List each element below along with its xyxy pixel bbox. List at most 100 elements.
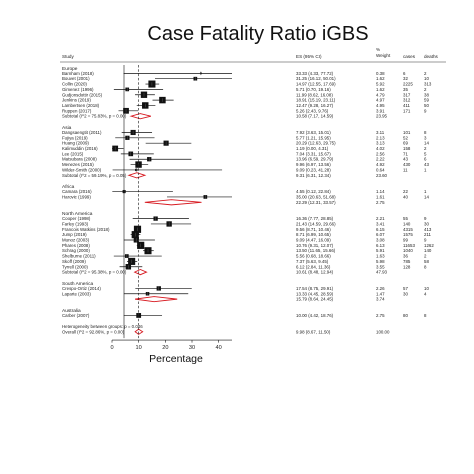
weight-value: 4.02 — [376, 146, 385, 151]
header-es: ES (95% CI) — [296, 54, 322, 59]
study-label: Tyrrell (2000) — [62, 264, 88, 269]
subtotal-weight: 47.93 — [376, 270, 388, 275]
study-label: Camara (2016) — [62, 189, 92, 194]
study-label: Wilder-Smith (2000) — [62, 167, 102, 172]
study-label: Fujiya (2019) — [62, 135, 88, 140]
cases-value: 785 — [403, 259, 411, 264]
es-value: 13.96 (6.59, 29.79) — [296, 157, 334, 162]
es-value: 5.71 (0.70, 19.16) — [296, 87, 331, 92]
weight-value: 1.62 — [376, 76, 385, 81]
group-label: Australia — [62, 308, 81, 314]
es-value: 7.37 (5.63, 9.45) — [296, 259, 329, 264]
header-cases: cases — [403, 54, 416, 59]
cases-value: 1040 — [403, 248, 413, 253]
subtotal-es: 15.79 (8.64, 24.45) — [296, 297, 334, 302]
weight-value: 1.61 — [376, 194, 385, 199]
deaths-value: 14 — [424, 194, 429, 199]
study-label: Phares (2008) — [62, 243, 90, 248]
header-deaths: deaths — [424, 54, 438, 59]
study-label: Cooper (1998) — [62, 216, 91, 221]
deaths-value: 2 — [424, 71, 427, 76]
es-value: 7.04 (3.31, 15.67) — [296, 151, 331, 156]
deaths-value: 8 — [424, 264, 427, 269]
deaths-value: 50 — [424, 103, 429, 108]
es-value: 5.77 (1.21, 15.95) — [296, 135, 331, 140]
deaths-value: 10 — [424, 286, 429, 291]
es-value: 31.25 (16.12, 50.01) — [296, 76, 336, 81]
chart-title: Case Fatality Ratio iGBS — [147, 23, 368, 45]
cases-value: 55 — [403, 216, 408, 221]
deaths-value: 3 — [424, 135, 427, 140]
group-label: North America — [62, 211, 93, 217]
weight-value: 0.64 — [376, 167, 385, 172]
es-value: 9.09 (0.23, 41.28) — [296, 167, 331, 172]
deaths-value: 313 — [424, 82, 432, 87]
subtotal-weight: 23.95 — [376, 114, 388, 119]
deaths-value: 4 — [424, 291, 427, 296]
study-label: Jenkins (2019) — [62, 98, 91, 103]
study-label: Kalimuddin (2016) — [62, 146, 98, 151]
overall-label: Overall (I^2 = 92.86%, p = 0.00) — [62, 329, 125, 334]
es-value: 14.97 (12.55, 17.69) — [296, 82, 336, 87]
cases-value: 6 — [403, 71, 406, 76]
subtotal-es: 10.58 (7.17, 14.59) — [296, 114, 334, 119]
cases-value: 32 — [403, 76, 408, 81]
weight-value: 3.13 — [376, 141, 385, 146]
subtotal-diamond — [133, 269, 148, 276]
es-value: 5.56 (0.68, 18.66) — [296, 254, 331, 259]
weight-value: 1.62 — [376, 87, 385, 92]
subtotal-weight: 3.74 — [376, 297, 385, 302]
weight-value: 2.75 — [376, 313, 385, 318]
cases-value: 2225 — [403, 82, 413, 87]
group-label: South America — [62, 281, 94, 287]
deaths-value: 2 — [424, 254, 427, 259]
weight-value: 5.91 — [376, 248, 385, 253]
es-value: 18.91 (15.19, 23.11) — [296, 98, 336, 103]
weight-value: 3.41 — [376, 221, 385, 226]
cases-value: 69 — [403, 141, 408, 146]
es-value: 35.00 (20.63, 51.68) — [296, 194, 336, 199]
es-value: 9.56 (8.71, 10.46) — [296, 227, 331, 232]
weight-value: 4.97 — [376, 98, 385, 103]
cases-value: 430 — [403, 162, 411, 167]
es-value: 11.99 (8.62, 16.08) — [296, 92, 333, 97]
es-value: 7.92 (3.63, 15.01) — [296, 130, 331, 135]
weight-value: 2.13 — [376, 135, 385, 140]
es-value: 10.00 (4.42, 18.76) — [296, 313, 334, 318]
deaths-value: 5 — [424, 151, 427, 156]
cases-value: 101 — [403, 130, 411, 135]
study-label: Barnham (2018) — [62, 71, 94, 76]
subtotal-diamond — [144, 199, 202, 206]
cases-value: 57 — [403, 286, 408, 291]
deaths-value: 413 — [424, 227, 432, 232]
es-value: 1.19 (0.00, 4.31) — [296, 146, 329, 151]
cases-value: 312 — [403, 98, 411, 103]
es-value: 9.09 (4.47, 16.09) — [296, 238, 331, 243]
x-tick-label: 40 — [216, 345, 222, 351]
cases-value: 11 — [403, 167, 408, 172]
overall-es: 9.98 (8.67, 11.50) — [296, 329, 331, 334]
study-label: Shelburne (2011) — [62, 254, 96, 259]
weight-value: 5.98 — [376, 259, 385, 264]
weight-value: 3.91 — [376, 108, 385, 113]
study-label: Matsubara (2008) — [62, 157, 97, 162]
deaths-value: 8 — [424, 130, 427, 135]
es-value: 20.29 (12.63, 29.75) — [296, 141, 336, 146]
cases-value: 71 — [403, 151, 408, 156]
study-label: Huang (2009) — [62, 141, 89, 146]
study-label: Dangsaengtit (2011) — [62, 130, 102, 135]
subtotal-diamond — [129, 113, 152, 120]
es-value: 16.36 (7.77, 28.85) — [296, 216, 334, 221]
cases-value: 35 — [403, 87, 408, 92]
study-label: Schrag (2000) — [62, 248, 90, 253]
study-label: Laparte (2003) — [62, 291, 91, 296]
es-value: 8.71 (6.99, 10.65) — [296, 232, 331, 237]
weight-value: 4.79 — [376, 92, 385, 97]
weight-value: 1.47 — [376, 291, 385, 296]
weight-value: 6.07 — [376, 232, 385, 237]
x-axis-label: Percentage — [149, 353, 203, 365]
deaths-value: 58 — [424, 259, 429, 264]
cases-value: 171 — [403, 108, 411, 113]
cases-value: 128 — [403, 264, 411, 269]
es-value: 10.76 (9.31, 12.07) — [296, 243, 334, 248]
